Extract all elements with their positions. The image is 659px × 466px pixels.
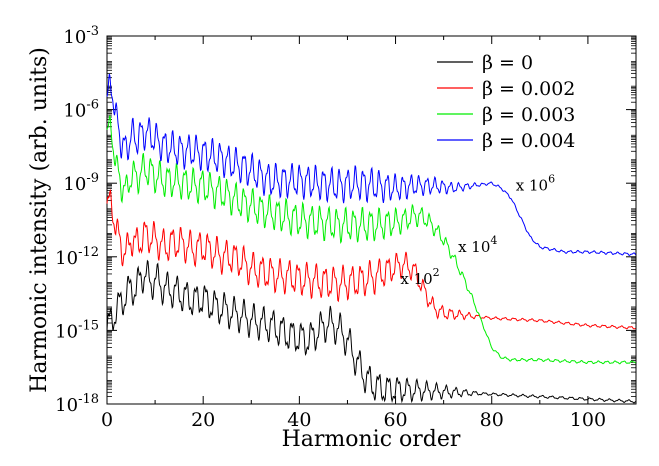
y-tick-label: 10-15 bbox=[55, 318, 99, 342]
y-axis-label: Harmonic intensity (arb. units) bbox=[27, 47, 52, 393]
scaling-annotation: x 102 bbox=[400, 266, 439, 288]
y-tick-label: 10-12 bbox=[55, 245, 99, 269]
x-tick-label: 60 bbox=[383, 409, 407, 431]
y-tick-label: 10-9 bbox=[63, 171, 99, 195]
series-layer bbox=[106, 73, 637, 404]
x-axis-label: Harmonic order bbox=[282, 427, 461, 452]
x-tick-label: 100 bbox=[570, 409, 606, 431]
x-tick-label: 0 bbox=[101, 409, 113, 431]
legend: β = 0 β = 0.002 β = 0.003 β = 0.004 bbox=[437, 52, 575, 152]
legend-label: β = 0.003 bbox=[482, 104, 575, 126]
scaling-annotation: x 106 bbox=[516, 173, 555, 195]
legend-label: β = 0.004 bbox=[482, 130, 575, 152]
legend-label: β = 0 bbox=[482, 52, 533, 74]
plot-frame bbox=[106, 35, 637, 405]
y-tick-label: 10-3 bbox=[63, 24, 99, 48]
series-line-1 bbox=[106, 188, 636, 330]
legend-label: β = 0.002 bbox=[482, 78, 575, 100]
x-tick-label: 20 bbox=[191, 409, 215, 431]
series-line-2 bbox=[106, 115, 636, 365]
y-tick-label: 10-18 bbox=[55, 392, 99, 416]
x-axis-ticks: 0 20 40 60 80 100 bbox=[101, 36, 606, 431]
series-line-3 bbox=[106, 73, 637, 256]
scaling-annotation: x 104 bbox=[458, 234, 497, 256]
series-line-0 bbox=[106, 259, 636, 404]
y-tick-label: 10-6 bbox=[63, 98, 99, 122]
x-tick-label: 40 bbox=[287, 409, 311, 431]
y-axis-ticks: 10-18 10-15 10-12 10-9 10-6 10-3 bbox=[55, 24, 636, 416]
scaling-annotations: x 106 x 104 x 102 bbox=[400, 173, 555, 288]
x-tick-label: 80 bbox=[480, 409, 504, 431]
